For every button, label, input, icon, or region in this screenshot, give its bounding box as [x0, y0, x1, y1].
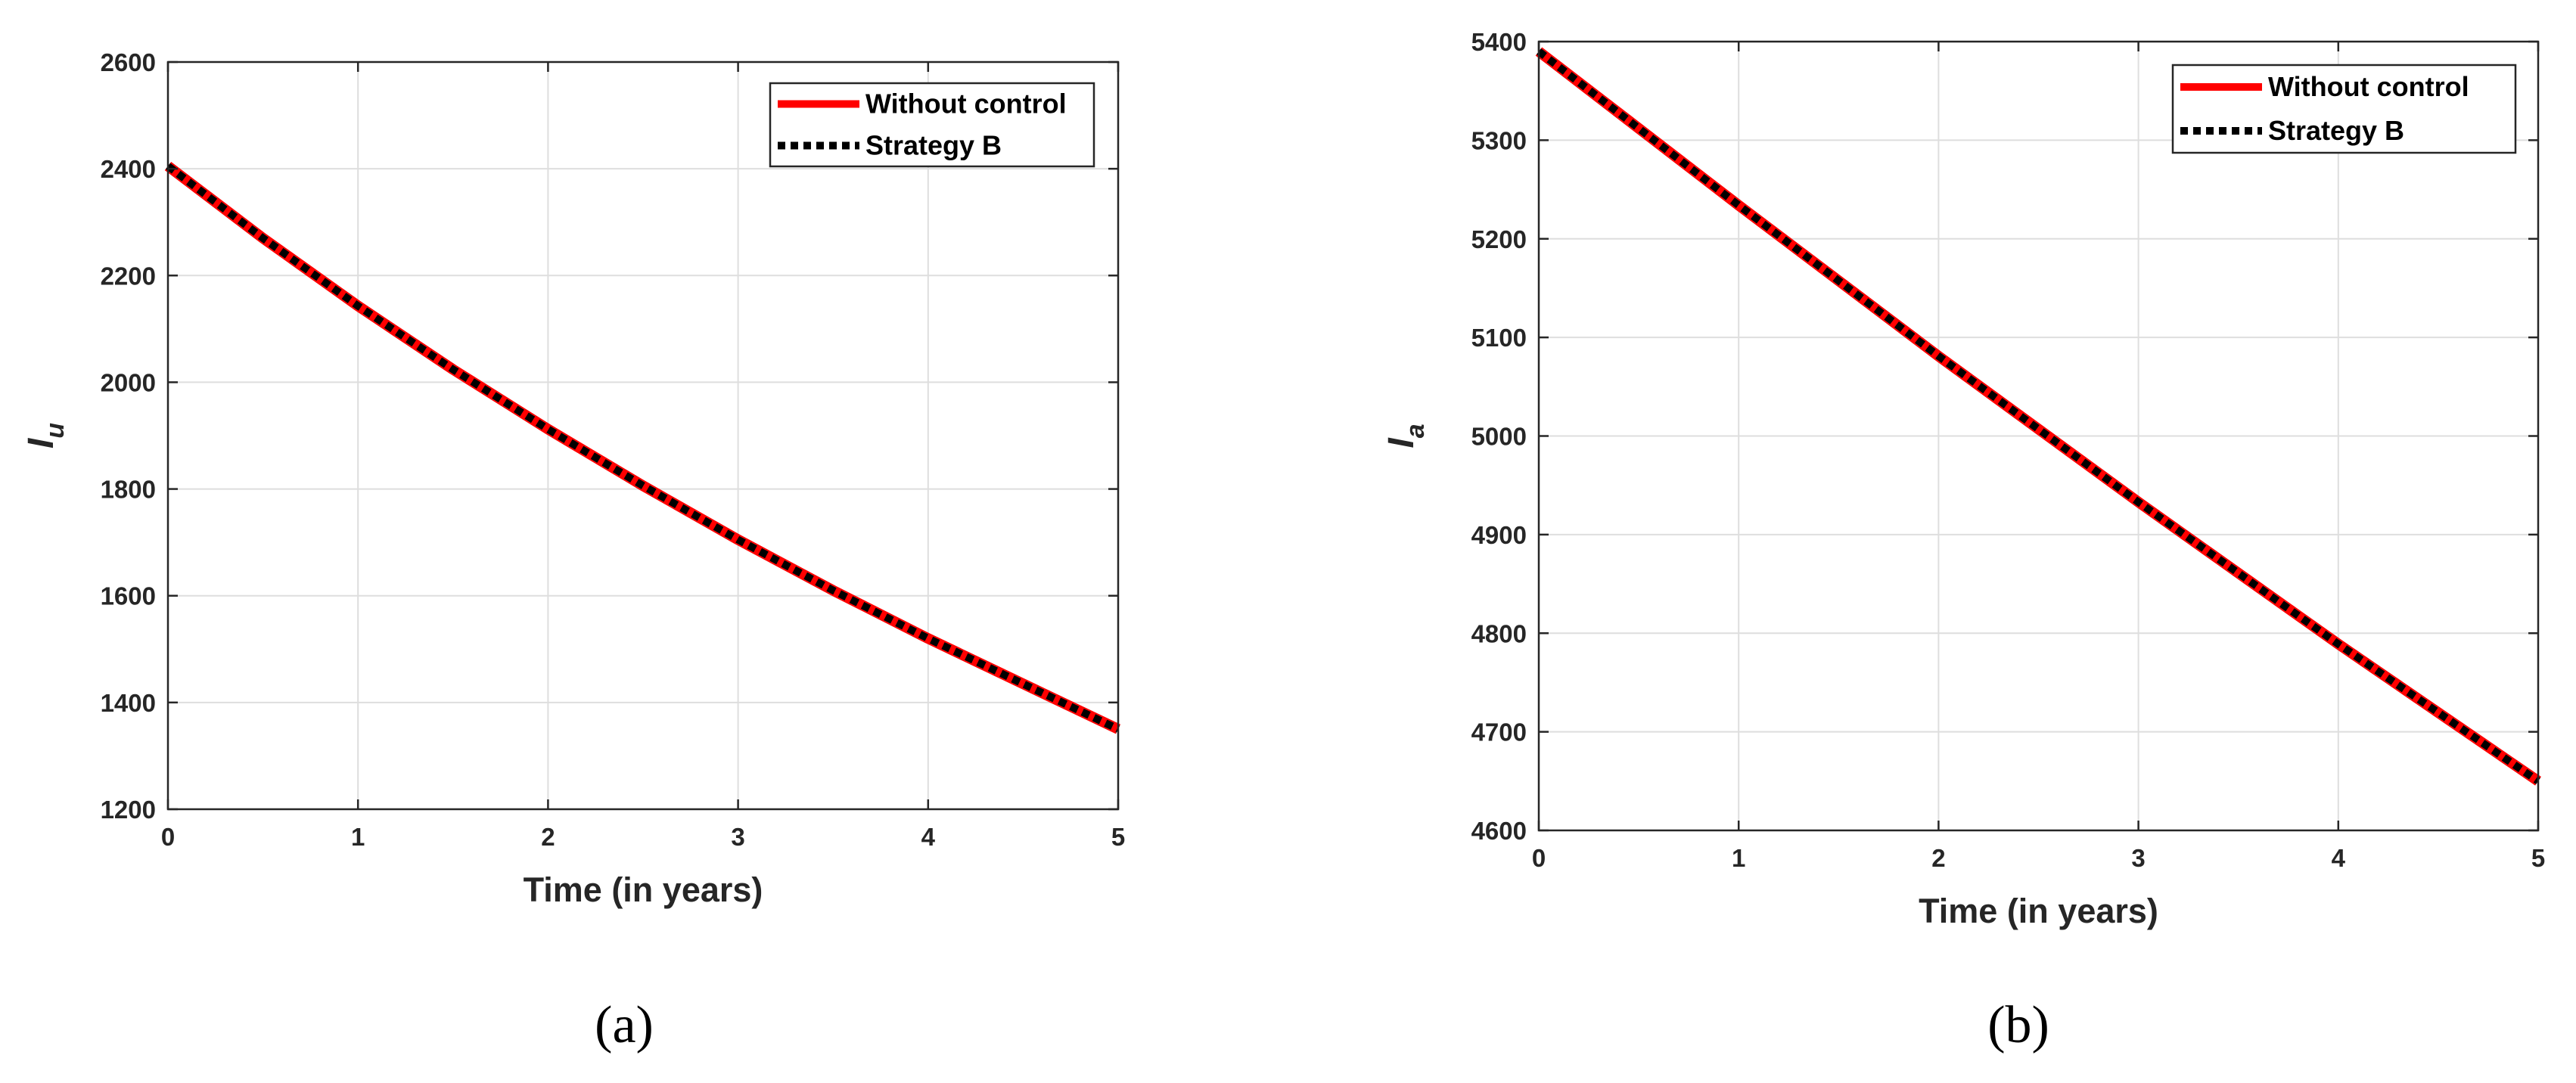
y-tick-label: 5000	[1471, 423, 1527, 451]
y-axis-label: Ia	[1381, 424, 1430, 448]
plot-area	[168, 62, 1118, 809]
legend: Without control Strategy B	[2171, 64, 2517, 154]
y-tick-label: 4600	[1471, 817, 1527, 845]
x-tick-label: 2	[1931, 844, 1945, 872]
x-axis-label: Time (in years)	[1919, 892, 2158, 930]
x-tick-label: 1	[351, 823, 365, 851]
y-tick-label: 2000	[101, 368, 156, 396]
y-tick-label: 1600	[101, 582, 156, 610]
y-tick-label: 1200	[101, 796, 156, 824]
series-line-1	[165, 163, 1120, 733]
x-tick-label: 4	[2332, 844, 2346, 872]
x-tick-label: 1	[1732, 844, 1745, 872]
x-tick-label: 3	[2131, 844, 2145, 872]
y-tick-label: 2400	[101, 155, 156, 183]
x-axis-label: Time (in years)	[524, 870, 763, 909]
y-axis-label: Iu	[21, 423, 70, 448]
legend: Without control Strategy B	[769, 82, 1095, 168]
panel-label: (b)	[1987, 996, 2049, 1054]
y-axis-label-subscript: u	[41, 423, 70, 439]
y-axis-label-main: I	[21, 437, 61, 448]
panel-label: (a)	[595, 996, 654, 1054]
y-tick-label: 5100	[1471, 324, 1527, 352]
legend-box	[2171, 64, 2517, 154]
chart-panel-1: 0 1 2 3 4 5 4600 4700 4800 4900 5000 5100 5200 5300 54…	[1381, 28, 2545, 1054]
y-tick-label: 1800	[101, 476, 156, 504]
chart-panel-0: 0 1 2 3 4 5 1200 1400 1600 1800 2000 2200 2400 2600 Ti…	[21, 48, 1125, 1054]
y-tick-label: 1400	[101, 689, 156, 717]
y-tick-label: 4900	[1471, 521, 1527, 549]
y-axis-label-main: I	[1381, 437, 1422, 448]
y-tick-label: 5200	[1471, 225, 1527, 253]
y-tick-label: 2600	[101, 48, 156, 76]
series-line-1	[1536, 48, 2540, 784]
x-tick-label: 0	[161, 823, 175, 851]
axes-box	[166, 61, 1120, 811]
legend-label-0: Without control	[865, 88, 1067, 119]
x-tick-label: 3	[731, 823, 744, 851]
y-tick-label: 2200	[101, 262, 156, 290]
y-tick-label: 4800	[1471, 619, 1527, 647]
legend-label-1: Strategy B	[2268, 115, 2404, 146]
legend-label-1: Strategy B	[865, 130, 1002, 161]
x-tick-label: 5	[1111, 823, 1125, 851]
legend-label-0: Without control	[2268, 71, 2469, 102]
y-tick-label: 5300	[1471, 126, 1527, 154]
x-tick-label: 4	[921, 823, 936, 851]
legend-box	[769, 82, 1095, 168]
x-tick-label: 5	[2531, 844, 2545, 872]
y-tick-label: 5400	[1471, 28, 1527, 56]
y-axis-label-subscript: a	[1401, 424, 1430, 438]
y-tick-label: 4700	[1471, 718, 1527, 746]
x-tick-label: 0	[1532, 844, 1546, 872]
x-tick-label: 2	[541, 823, 555, 851]
